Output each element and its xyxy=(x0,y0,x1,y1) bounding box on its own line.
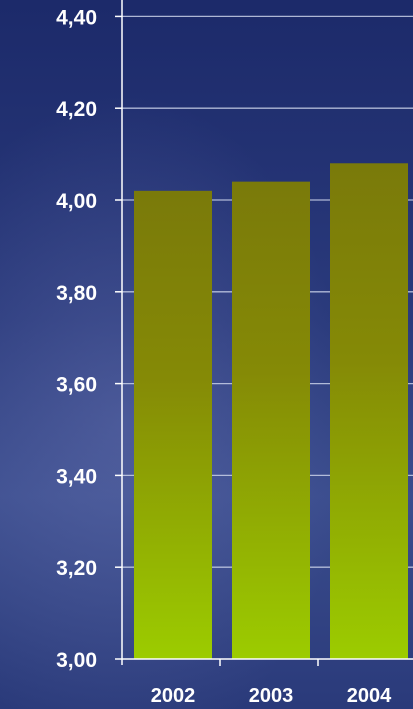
y-tick-label: 3,60 xyxy=(56,374,97,397)
x-category-label: 2003 xyxy=(249,685,294,707)
x-category-labels: 2002 2003 2004 xyxy=(151,685,392,707)
y-tick-label: 3,40 xyxy=(56,465,97,488)
y-tick-label: 3,00 xyxy=(56,649,97,672)
y-tick-label: 3,20 xyxy=(56,557,97,580)
y-tick-label: 3,80 xyxy=(56,282,97,305)
bars xyxy=(134,163,408,659)
bar-2002 xyxy=(134,190,212,659)
bar-2003 xyxy=(232,181,310,659)
y-tick-label: 4,00 xyxy=(56,190,97,213)
y-tick-labels: 3,00 3,20 3,40 3,60 3,80 4,00 4,20 4,40 xyxy=(56,6,97,672)
axes xyxy=(115,0,413,666)
y-tick-label: 4,20 xyxy=(56,98,97,121)
y-tick-label: 4,40 xyxy=(56,6,97,29)
x-category-label: 2002 xyxy=(151,685,196,707)
bar-2004 xyxy=(330,163,408,659)
x-category-label: 2004 xyxy=(347,685,392,707)
